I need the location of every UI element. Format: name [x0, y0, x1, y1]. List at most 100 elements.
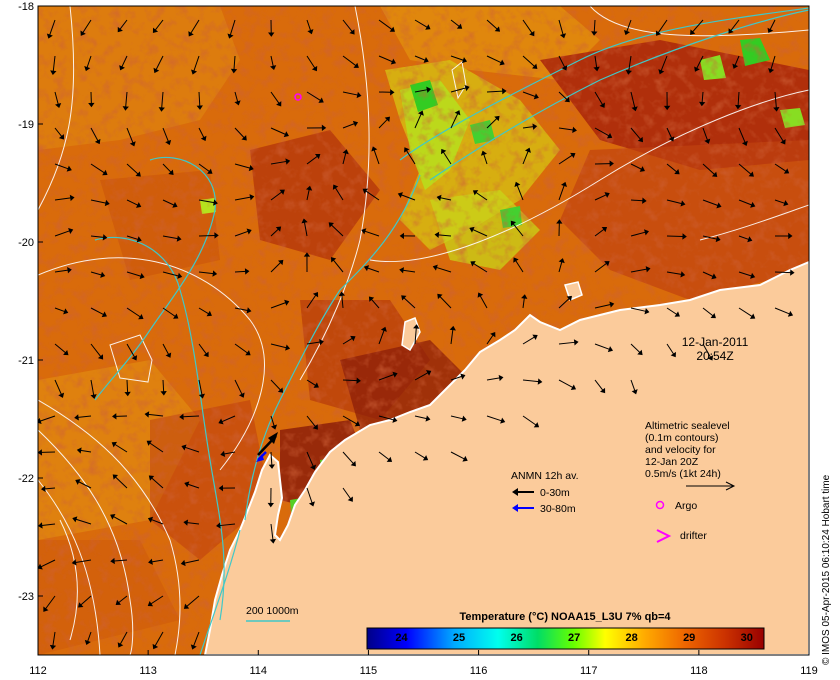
velocity-arrowhead	[606, 132, 613, 139]
velocity-arrowhead	[361, 228, 367, 235]
velocity-arrowhead	[356, 377, 361, 384]
velocity-arrow	[342, 91, 358, 96]
velocity-arrow	[738, 307, 753, 317]
velocity-arrowhead	[464, 84, 470, 92]
velocity-arrow	[702, 199, 719, 206]
velocity-arrowhead	[41, 485, 46, 493]
velocity-arrowhead	[69, 194, 75, 202]
velocity-arrowhead	[181, 444, 187, 451]
velocity-arrowhead	[147, 600, 154, 607]
velocity-arrowhead	[524, 147, 531, 153]
velocity-arrow	[151, 519, 164, 525]
velocity-arrowhead	[220, 450, 226, 458]
velocity-arrowhead	[560, 181, 567, 188]
x-tick-label: 118	[690, 665, 708, 677]
velocity-arrowhead	[362, 188, 369, 194]
velocity-arrowhead	[71, 559, 77, 566]
velocity-arrowhead	[110, 514, 116, 520]
velocity-arrowhead	[573, 339, 579, 346]
velocity-arrow	[125, 91, 128, 107]
velocity-arrow	[270, 160, 287, 165]
velocity-arrow	[702, 271, 714, 277]
velocity-arrowhead	[342, 149, 349, 155]
velocity-arrow	[657, 19, 668, 33]
velocity-arrow	[774, 91, 777, 108]
velocity-arrowhead	[135, 171, 141, 177]
velocity-arrow	[186, 595, 200, 607]
velocity-arrowhead	[58, 134, 65, 140]
velocity-arrowhead	[117, 642, 124, 648]
velocity-arrow	[450, 415, 464, 420]
velocity-arrowhead	[135, 202, 142, 208]
velocity-arrowhead	[773, 107, 780, 112]
velocity-arrowhead	[285, 158, 291, 165]
velocity-arrow	[90, 235, 104, 238]
velocity-arrow	[90, 163, 105, 174]
velocity-arrow	[594, 343, 610, 350]
velocity-arrowhead	[147, 516, 154, 523]
velocity-arrowhead	[499, 59, 505, 66]
velocity-arrowhead	[591, 31, 598, 36]
velocity-arrowhead	[146, 440, 153, 446]
velocity-arrowhead	[566, 295, 572, 302]
velocity-arrowhead	[184, 481, 190, 488]
velocity-arrowhead	[609, 301, 615, 308]
velocity-arrowhead	[643, 229, 650, 236]
velocity-arrow	[82, 19, 92, 33]
velocity-arrowhead	[456, 23, 463, 29]
velocity-arrow	[54, 379, 62, 395]
velocity-arrow	[306, 379, 316, 386]
velocity-arrowhead	[532, 63, 538, 69]
velocity-arrow	[438, 234, 452, 237]
velocity-arrow	[90, 271, 102, 276]
velocity-arrowhead	[84, 639, 91, 646]
colorbar-tick-label: 25	[453, 632, 465, 644]
velocity-arrow	[630, 199, 643, 202]
velocity-arrowhead	[67, 267, 72, 274]
velocity-arrow	[162, 199, 175, 206]
velocity-arrow	[161, 91, 164, 108]
velocity-arrow	[162, 343, 170, 355]
velocity-arrowhead	[639, 166, 645, 172]
velocity-arrowhead	[449, 325, 456, 331]
velocity-arrow	[183, 415, 200, 418]
velocity-arrowhead	[275, 226, 282, 232]
velocity-arrowhead	[183, 603, 190, 609]
velocity-arrow	[378, 55, 393, 63]
velocity-arrowhead	[461, 415, 467, 422]
velocity-arrowhead	[101, 311, 107, 318]
velocity-arrowhead	[63, 308, 69, 315]
velocity-arrow	[414, 415, 427, 420]
velocity-arrowhead	[270, 65, 277, 71]
velocity-arrowhead	[38, 563, 43, 570]
velocity-arrowhead	[767, 27, 774, 34]
velocity-arrow	[342, 379, 358, 382]
velocity-arrowhead	[279, 189, 285, 195]
velocity-arrowhead	[561, 65, 568, 71]
velocity-arrow	[187, 522, 200, 525]
velocity-arrowhead	[207, 168, 213, 174]
velocity-arrowhead	[312, 424, 318, 430]
velocity-arrow	[198, 271, 214, 275]
velocity-arrowhead	[631, 106, 638, 112]
velocity-arrowhead	[384, 116, 391, 123]
velocity-arrowhead	[278, 259, 284, 266]
velocity-arrowhead	[490, 331, 496, 338]
velocity-arrow	[198, 163, 210, 172]
velocity-arrowhead	[173, 313, 179, 319]
velocity-arrow	[78, 481, 92, 489]
velocity-arrowhead	[637, 349, 643, 356]
velocity-arrowhead	[790, 269, 795, 276]
velocity-arrowhead	[321, 124, 327, 132]
velocity-arrow	[219, 523, 236, 527]
velocity-arrowhead	[112, 413, 117, 420]
velocity-arrow	[162, 271, 179, 277]
velocity-arrowhead	[246, 307, 252, 314]
altimetry-line: 0.5m/s (1kt 24h)	[645, 468, 721, 480]
velocity-arrow	[162, 163, 172, 173]
velocity-arrow	[342, 152, 347, 165]
velocity-arrowhead	[80, 30, 86, 36]
velocity-arrowhead	[734, 104, 742, 110]
x-tick-label: 116	[470, 665, 488, 677]
velocity-arrow	[198, 127, 205, 138]
